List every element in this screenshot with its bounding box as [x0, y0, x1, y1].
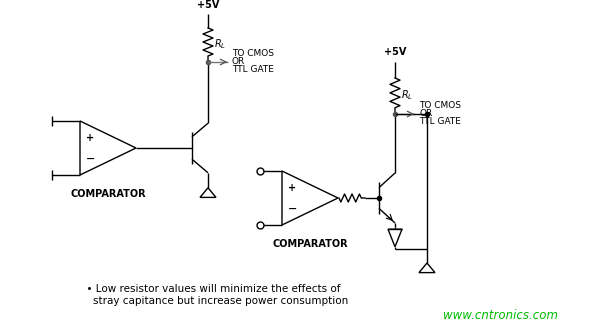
Text: TTL GATE: TTL GATE — [232, 65, 274, 74]
Text: COMPARATOR: COMPARATOR — [70, 189, 146, 199]
Text: COMPARATOR: COMPARATOR — [272, 239, 348, 249]
Text: −: − — [86, 154, 95, 164]
Text: +: + — [86, 133, 94, 143]
Text: −: − — [287, 204, 297, 214]
Text: +5V: +5V — [384, 47, 406, 57]
Text: TTL GATE: TTL GATE — [419, 118, 461, 127]
Text: +5V: +5V — [197, 0, 219, 10]
Text: $R_L$: $R_L$ — [401, 88, 413, 102]
Text: www.cntronics.com: www.cntronics.com — [442, 309, 558, 322]
Text: OR: OR — [419, 110, 432, 119]
Text: TO CMOS: TO CMOS — [419, 102, 461, 111]
Text: +: + — [288, 183, 296, 193]
Text: OR: OR — [232, 57, 245, 66]
Text: $R_L$: $R_L$ — [214, 37, 226, 51]
Text: TO CMOS: TO CMOS — [232, 49, 274, 58]
Text: • Low resistor values will minimize the effects of: • Low resistor values will minimize the … — [80, 284, 340, 294]
Text: stray capitance but increase power consumption: stray capitance but increase power consu… — [80, 296, 348, 306]
